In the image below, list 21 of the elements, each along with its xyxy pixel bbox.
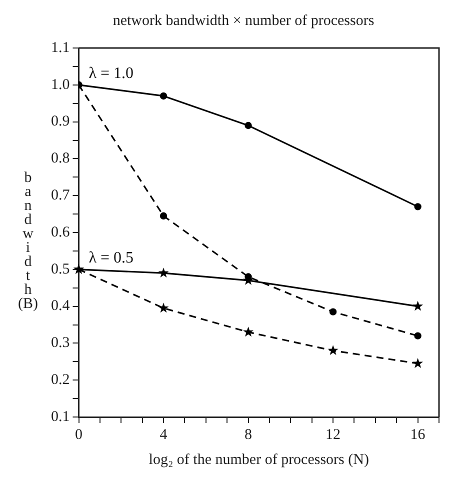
chart-title: network bandwidth × number of processors [112,12,374,29]
y-tick-label: 1.0 [51,76,70,93]
y-tick-label: 0.2 [51,372,70,388]
y-tick-label: 0.4 [51,298,70,314]
y-tick-label: 0.3 [51,335,70,352]
x-tick-label: 12 [326,426,341,443]
x-tick-label: 16 [410,426,426,443]
annotation: λ = 1.0 [88,65,134,82]
text: bandwidth (B) [18,170,38,312]
y-tick-label: 0.9 [51,114,70,130]
x-tick-label: 8 [244,426,252,443]
y-tick-label: 0.7 [51,188,70,204]
y-tick-label: 0.5 [51,261,70,278]
y-tick-label: 0.1 [51,408,70,425]
y-tick-label: 1.1 [51,40,70,56]
y-tick-label: 0.6 [51,224,70,240]
annotation: λ = 0.5 [88,250,134,267]
x-tick-label: 0 [75,426,82,443]
x-tick-label: 4 [160,426,168,443]
x-axis-title: log₂ of the number of processors (N) [148,452,369,468]
y-tick-label: 0.8 [51,150,70,167]
